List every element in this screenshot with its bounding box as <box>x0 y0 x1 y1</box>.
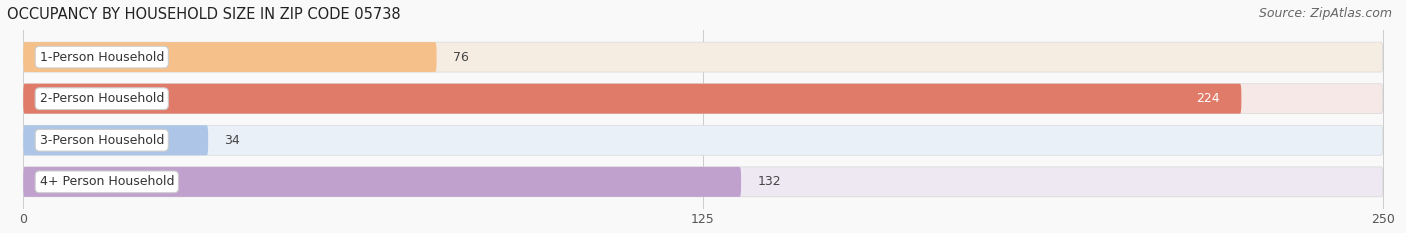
FancyBboxPatch shape <box>24 125 1382 155</box>
Text: 34: 34 <box>225 134 240 147</box>
Text: 2-Person Household: 2-Person Household <box>39 92 165 105</box>
FancyBboxPatch shape <box>24 167 741 197</box>
Text: OCCUPANCY BY HOUSEHOLD SIZE IN ZIP CODE 05738: OCCUPANCY BY HOUSEHOLD SIZE IN ZIP CODE … <box>7 7 401 22</box>
Text: 1-Person Household: 1-Person Household <box>39 51 165 64</box>
Text: 76: 76 <box>453 51 468 64</box>
FancyBboxPatch shape <box>24 125 208 155</box>
Text: 132: 132 <box>758 175 780 188</box>
Text: 224: 224 <box>1197 92 1219 105</box>
FancyBboxPatch shape <box>24 42 1382 72</box>
Text: Source: ZipAtlas.com: Source: ZipAtlas.com <box>1258 7 1392 20</box>
FancyBboxPatch shape <box>24 84 1382 114</box>
FancyBboxPatch shape <box>24 42 436 72</box>
Text: 3-Person Household: 3-Person Household <box>39 134 165 147</box>
FancyBboxPatch shape <box>24 84 1241 114</box>
Text: 4+ Person Household: 4+ Person Household <box>39 175 174 188</box>
FancyBboxPatch shape <box>24 167 1382 197</box>
